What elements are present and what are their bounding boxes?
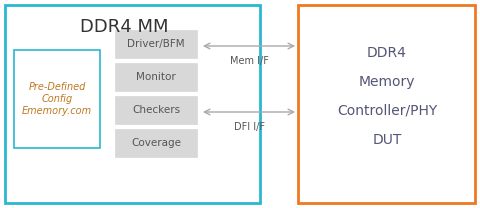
Text: Coverage: Coverage — [131, 138, 181, 148]
Bar — [298, 5, 475, 203]
Text: DDR4 MM: DDR4 MM — [80, 18, 168, 36]
Text: Mem I/F: Mem I/F — [229, 56, 268, 66]
Text: Memory: Memory — [359, 75, 415, 89]
Text: Checkers: Checkers — [132, 105, 180, 115]
Bar — [14, 50, 100, 148]
Text: DDR4: DDR4 — [367, 46, 407, 60]
Bar — [115, 30, 197, 58]
Bar — [5, 5, 260, 203]
Bar — [115, 63, 197, 91]
Text: Driver/BFM: Driver/BFM — [127, 39, 185, 49]
Text: DFI I/F: DFI I/F — [233, 122, 264, 132]
Text: DUT: DUT — [372, 133, 402, 147]
Text: Monitor: Monitor — [136, 72, 176, 82]
Bar — [115, 129, 197, 157]
Text: Controller/PHY: Controller/PHY — [337, 104, 437, 118]
Bar — [115, 96, 197, 124]
Text: Pre-Defined
Config
Ememory.com: Pre-Defined Config Ememory.com — [22, 82, 92, 116]
